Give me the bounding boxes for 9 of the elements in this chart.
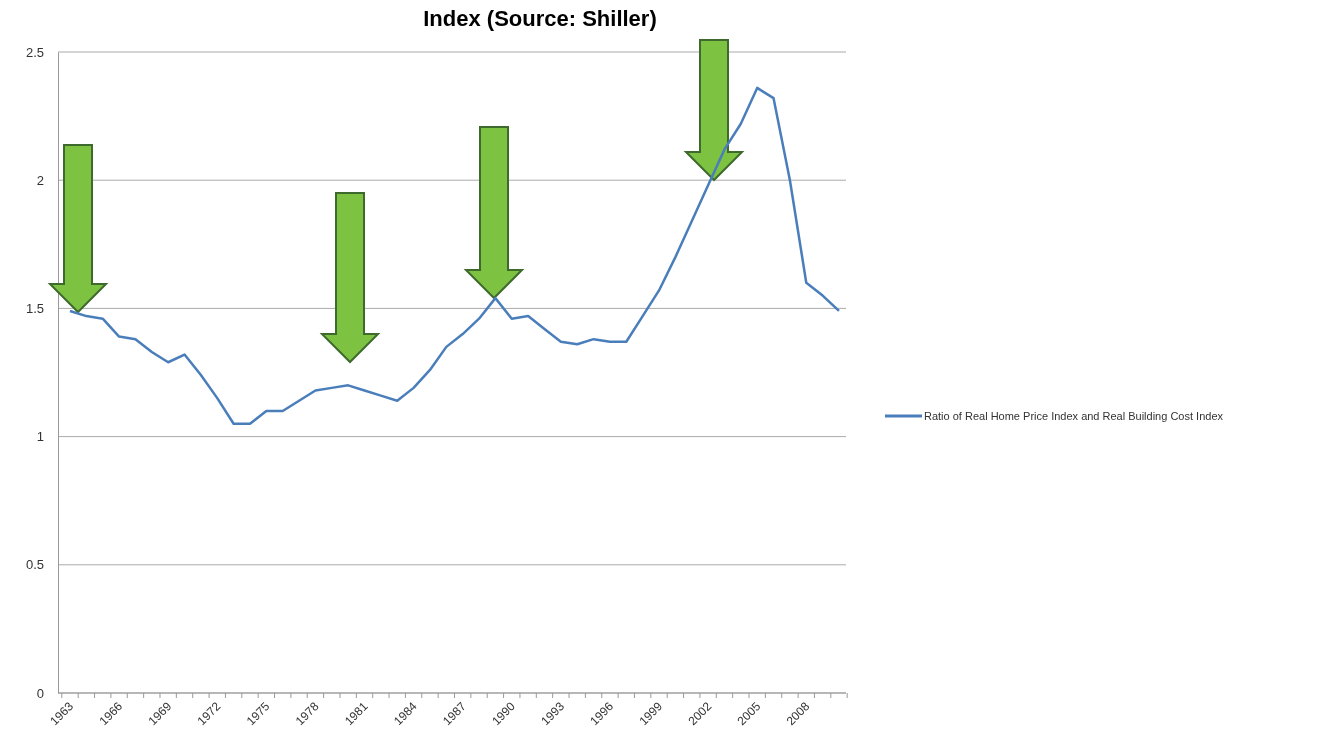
legend-label: Ratio of Real Home Price Index and Real Building Cost Index	[924, 410, 1224, 422]
chart-title: Index (Source: Shiller)	[423, 6, 657, 31]
y-tick-label: 2.5	[25, 44, 44, 60]
line-series	[68, 86, 841, 426]
y-tick-label: 1	[36, 429, 44, 445]
y-tick-label: 0.5	[25, 557, 44, 573]
y-tick-label: 2	[36, 172, 44, 188]
y-tick-label: 1.5	[25, 301, 44, 317]
y-tick-label: 0	[36, 685, 44, 701]
